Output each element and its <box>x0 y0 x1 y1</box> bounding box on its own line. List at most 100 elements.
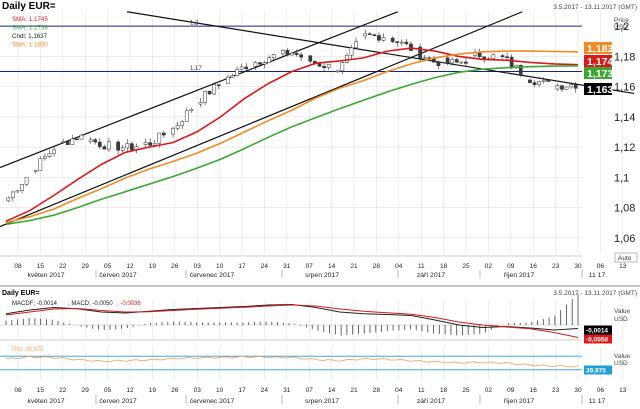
price-x-day-label: 12 <box>126 263 134 270</box>
price-x-day-label: 19 <box>149 263 157 270</box>
candle-body <box>33 170 38 172</box>
price-x-day-label: 15 <box>37 263 45 270</box>
candle-body <box>399 41 404 44</box>
price-x-day-label: 08 <box>14 263 22 270</box>
candle-body <box>143 142 148 145</box>
candle-body <box>409 43 413 51</box>
price-x-day-label: 02 <box>485 263 493 270</box>
lower-x-day-label: 10 <box>216 387 224 394</box>
lower-x-month-label: září 2017 <box>417 398 446 405</box>
candle-body <box>207 91 212 95</box>
price-x-day-label: 30 <box>574 263 582 270</box>
price-legend-entry: SMA; 1,1745 <box>12 16 48 23</box>
candle-body <box>47 153 52 157</box>
candle-body <box>340 62 345 72</box>
candle-body <box>381 37 386 41</box>
candle-body <box>367 33 372 35</box>
candle-body <box>198 102 203 105</box>
candle-body <box>308 55 313 62</box>
candle-body <box>230 75 235 78</box>
candle-body <box>253 62 258 67</box>
candle-body <box>532 82 537 85</box>
candle-body <box>349 47 354 56</box>
candle-body <box>555 85 560 90</box>
candle-body <box>203 91 207 103</box>
lower-x-month-label: říjen 2017 <box>504 398 534 405</box>
candle-body <box>61 141 66 143</box>
price-x-day-label: 10 <box>216 263 224 270</box>
price-panel: Daily EUR= 3.5.2017 - 13.11.2017 (GMT) 1,0… <box>0 1 638 279</box>
candle-body <box>102 146 107 150</box>
candle-body <box>184 110 189 122</box>
rsi-axis-caption-2: USD <box>614 360 628 367</box>
price-x-day-label: 09 <box>507 263 515 270</box>
rsi-axis-caption-1: Value <box>614 353 631 360</box>
candle-body <box>395 41 400 43</box>
price-y-tick-label: 1,08 <box>614 203 635 215</box>
lower-x-day-label: 15 <box>37 387 45 394</box>
price-x-day-label: 21 <box>350 263 358 270</box>
price-x-month-label: říjen 2017 <box>504 272 534 279</box>
candle-body <box>564 86 569 90</box>
candle-body <box>290 52 294 56</box>
lower-x-day-label: 31 <box>283 387 291 394</box>
price-x-day-label: 13 <box>619 263 627 270</box>
lower-x-day-label: 19 <box>149 387 157 394</box>
lower-x-day-label: 05 <box>104 387 112 394</box>
candle-body <box>537 81 541 85</box>
candle-body <box>505 56 509 58</box>
price-value-badge <box>584 83 612 95</box>
lower-x-day-label: 06 <box>597 387 605 394</box>
lower-x-day-label: 11 <box>418 387 425 394</box>
candle-body <box>363 33 368 37</box>
candle-body <box>6 197 11 202</box>
price-value-badge <box>584 55 612 67</box>
macd-value-badge <box>584 334 612 344</box>
price-x-day-label: 14 <box>328 263 336 270</box>
candle-body <box>129 143 134 150</box>
candle-body <box>285 49 290 56</box>
price-x-month-label: červenec 2017 <box>190 272 235 279</box>
candle-body <box>573 84 578 89</box>
lower-x-day-label: 30 <box>574 387 582 394</box>
candle-body <box>20 184 24 191</box>
lower-x-day-label: 04 <box>395 387 403 394</box>
price-x-day-label: 17 <box>238 263 246 270</box>
price-x-day-label: 04 <box>395 263 403 270</box>
candle-body <box>88 139 93 142</box>
candle-body <box>97 141 102 147</box>
lower-panel-title: Daily EUR= <box>2 290 40 297</box>
price-x-day-label: 29 <box>82 263 90 270</box>
candle-body <box>43 156 47 159</box>
macd-value-badge <box>584 325 612 335</box>
lower-x-day-label: 13 <box>619 387 627 394</box>
candle-body <box>15 190 20 193</box>
lower-x-day-label: 25 <box>462 387 470 394</box>
price-x-day-label: 24 <box>261 263 269 270</box>
candle-body <box>377 35 381 41</box>
price-y-tick-label: 1,14 <box>614 112 635 124</box>
lower-x-day-label: 24 <box>261 387 269 394</box>
macd-value-badge-text: -0,0050 <box>586 337 608 344</box>
candle-body <box>459 61 464 64</box>
price-panel-title: Daily EUR= <box>2 1 56 12</box>
candle-body <box>235 68 239 76</box>
candle-body <box>436 61 441 66</box>
price-x-day-label: 28 <box>373 263 381 270</box>
rsi-legend: RSI; 39,975 <box>12 347 44 353</box>
candle-body <box>390 37 395 42</box>
price-level-label: 1,2 <box>190 21 199 27</box>
price-x-day-label: 26 <box>171 263 179 270</box>
price-y-tick-label: 1,1 <box>614 172 629 184</box>
candle-body <box>38 158 43 171</box>
candle-body <box>528 79 532 83</box>
lower-x-month-label: červen 2017 <box>99 398 137 405</box>
lower-x-day-label: 29 <box>82 387 90 394</box>
candle-body <box>171 128 175 135</box>
candle-body <box>239 66 244 70</box>
candle-body <box>70 138 75 145</box>
lower-x-day-label: 21 <box>350 387 358 394</box>
price-x-day-label: 07 <box>306 263 314 270</box>
macd-axis-caption-2: USD <box>614 316 628 323</box>
